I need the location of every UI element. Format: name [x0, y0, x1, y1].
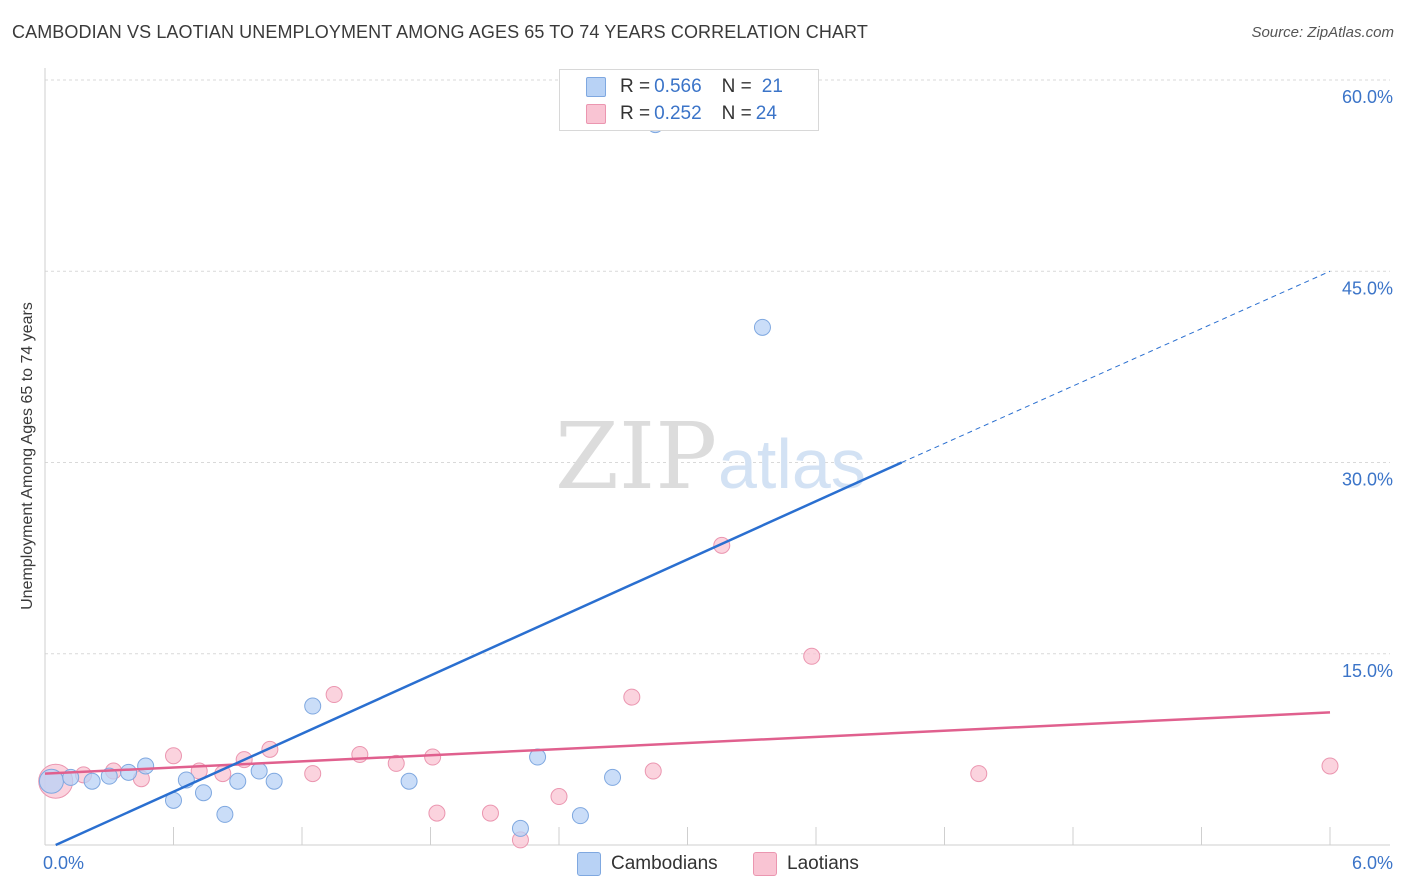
cambodians-swatch — [586, 77, 606, 97]
laotians-point — [644, 762, 662, 780]
n-value: 24 — [755, 103, 777, 124]
legend-item-laotians[interactable]: Laotians — [753, 852, 859, 876]
laotians-trend-line — [44, 711, 1331, 775]
stats-legend-row-cambodians: R = 0.566 N = 21 — [586, 74, 783, 100]
n-label: N = — [721, 103, 752, 124]
watermark-atlas: atlas — [718, 425, 866, 503]
stats-legend-row-laotians: R = 0.252 N = 24 — [586, 101, 777, 127]
cambodians-trend-line — [55, 461, 903, 847]
laotians-point — [165, 747, 182, 765]
x-tick-label: 0.0% — [43, 853, 84, 873]
cambodians-point — [194, 784, 212, 802]
cambodians-point — [571, 807, 589, 825]
cambodians-point — [137, 757, 155, 775]
cambodians-point — [604, 768, 622, 786]
n-label: N = — [721, 76, 752, 97]
laotians-point — [970, 765, 988, 783]
laotians-point — [424, 748, 442, 766]
source-label: Source: ZipAtlas.com — [1251, 24, 1394, 41]
watermark-zip: ZIP — [555, 403, 717, 510]
laotians-point — [325, 686, 343, 704]
cambodians-point — [100, 767, 118, 785]
legend-label-laotians: Laotians — [787, 853, 859, 874]
laotians-point — [623, 688, 641, 706]
n-value: 21 — [761, 76, 783, 97]
y-tick-label: 60.0% — [1342, 87, 1393, 107]
chart-title: CAMBODIAN VS LAOTIAN UNEMPLOYMENT AMONG … — [12, 22, 868, 42]
cambodians-point — [304, 697, 322, 715]
cambodians-point — [511, 819, 529, 837]
laotians-legend-swatch — [753, 852, 777, 876]
r-value: 0.566 — [654, 76, 702, 97]
cambodians-point — [400, 772, 418, 790]
cambodians-point — [120, 763, 138, 781]
laotians-swatch — [586, 104, 606, 124]
laotians-point — [550, 788, 568, 806]
cambodians-point — [250, 762, 268, 780]
cambodians-point — [229, 772, 247, 790]
r-label: R = — [620, 76, 651, 97]
laotians-point — [1321, 757, 1339, 775]
laotians-point — [428, 804, 446, 822]
legend-label-cambodians: Cambodians — [611, 853, 718, 874]
legend-item-cambodians[interactable]: Cambodians — [577, 852, 718, 876]
laotians-point — [387, 754, 405, 772]
y-tick-label: 30.0% — [1342, 470, 1393, 490]
y-tick-label: 15.0% — [1342, 661, 1393, 681]
cambodians-legend-swatch — [577, 852, 601, 876]
cambodians-point — [216, 805, 234, 823]
cambodians-trend-extension — [901, 270, 1331, 463]
cambodians-point — [83, 772, 101, 790]
r-label: R = — [620, 103, 651, 124]
stats-legend: R = 0.566 N = 21 R = 0.252 N = 24 — [559, 69, 819, 131]
y-tick-label: 45.0% — [1342, 278, 1393, 298]
r-value: 0.252 — [654, 103, 702, 124]
x-tick-label: 6.0% — [1352, 853, 1393, 873]
laotians-point — [803, 647, 821, 665]
laotians-point — [481, 804, 499, 822]
cambodians-point — [265, 772, 283, 790]
laotians-point — [304, 765, 322, 783]
cambodians-point — [753, 318, 771, 336]
